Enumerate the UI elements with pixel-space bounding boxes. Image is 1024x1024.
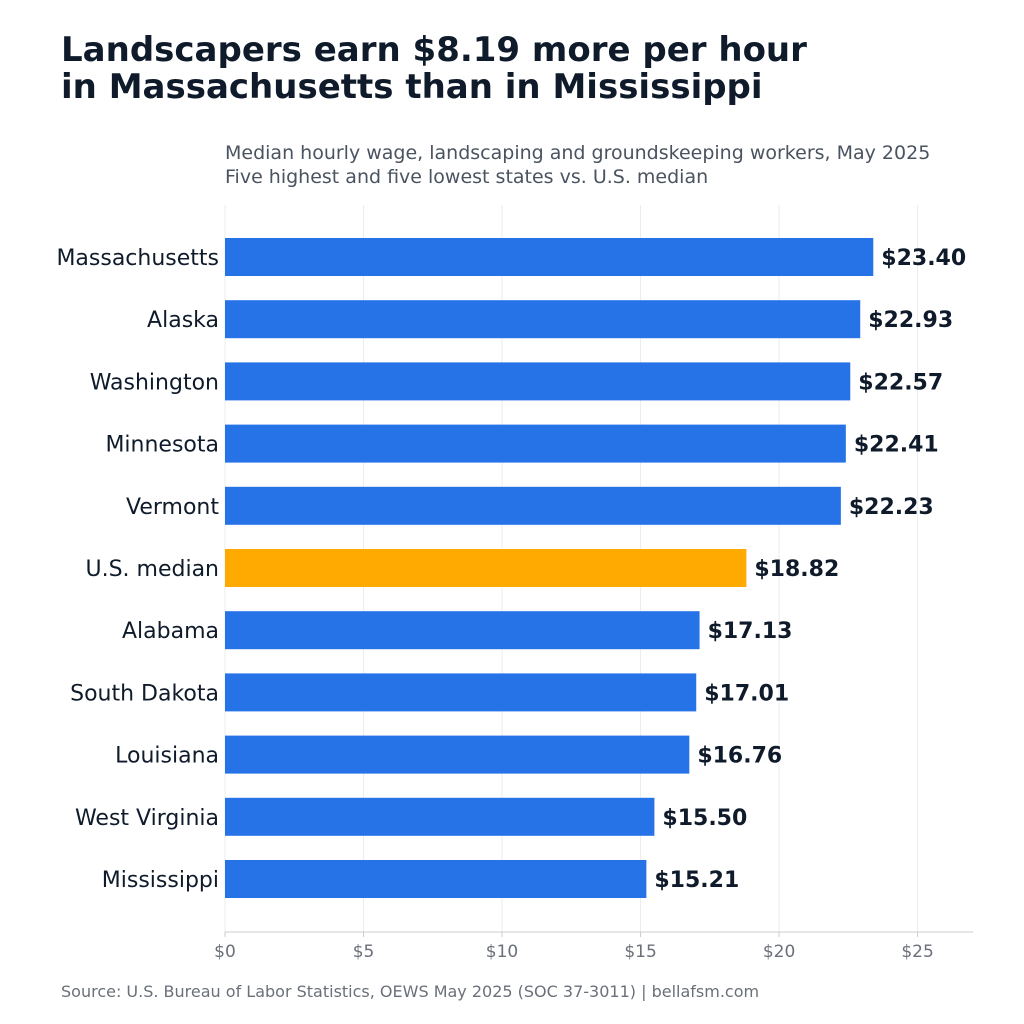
x-axis: $0 $5 $10 $15 $20 $25 <box>214 931 973 962</box>
source-note: Source: U.S. Bureau of Labor Statistics,… <box>61 982 760 1001</box>
category-label: Mississippi <box>102 868 219 893</box>
x-tick-label: $5 <box>353 942 375 962</box>
x-tick-label: $0 <box>214 942 236 962</box>
value-label: $23.40 <box>881 246 966 271</box>
bar <box>225 673 697 712</box>
category-label: Massachusetts <box>56 246 219 271</box>
x-tick-label: $10 <box>486 942 518 962</box>
value-label: $17.13 <box>708 619 793 644</box>
chart-title-line-1: Landscapers earn $8.19 more per hour <box>61 30 807 70</box>
bar <box>225 362 851 401</box>
value-label: $17.01 <box>704 681 789 706</box>
chart-title-line-2: in Massachusetts than in Mississippi <box>61 67 763 107</box>
bar <box>225 549 747 587</box>
category-label: West Virginia <box>75 806 219 831</box>
bar <box>225 486 841 525</box>
category-label: Alaska <box>147 308 219 333</box>
bar <box>225 424 846 463</box>
x-tick-label: $25 <box>901 942 933 962</box>
x-tick-label: $15 <box>624 942 656 962</box>
bar <box>225 735 690 774</box>
category-label: South Dakota <box>70 681 219 706</box>
value-label: $15.50 <box>662 806 747 831</box>
category-label: Washington <box>90 370 219 395</box>
category-label: Alabama <box>122 619 219 644</box>
value-label: $22.57 <box>858 370 943 395</box>
bar <box>225 300 861 339</box>
chart-subtitle-line-2: Five highest and five lowest states vs. … <box>225 166 709 188</box>
value-label: $16.76 <box>697 744 782 769</box>
bar <box>225 860 647 898</box>
category-label: U.S. median <box>85 557 219 582</box>
chart-subtitle: Median hourly wage, landscaping and grou… <box>225 141 930 189</box>
bar <box>225 797 655 836</box>
bar <box>225 238 874 276</box>
value-label: $22.23 <box>849 495 934 520</box>
value-label: $22.41 <box>854 433 939 458</box>
x-tick-label: $20 <box>763 942 795 962</box>
category-label: Minnesota <box>105 433 219 458</box>
chart-subtitle-line-1: Median hourly wage, landscaping and grou… <box>225 142 931 164</box>
category-label: Louisiana <box>115 744 219 769</box>
value-label: $15.21 <box>654 868 739 893</box>
bars: Massachusetts $23.40 Alaska $22.93 Washingto… <box>56 238 966 898</box>
value-label: $18.82 <box>754 557 839 582</box>
chart-title: Landscapers earn $8.19 more per hour in … <box>61 32 807 106</box>
value-label: $22.93 <box>868 308 953 333</box>
category-label: Vermont <box>126 495 219 520</box>
bar <box>225 611 700 650</box>
